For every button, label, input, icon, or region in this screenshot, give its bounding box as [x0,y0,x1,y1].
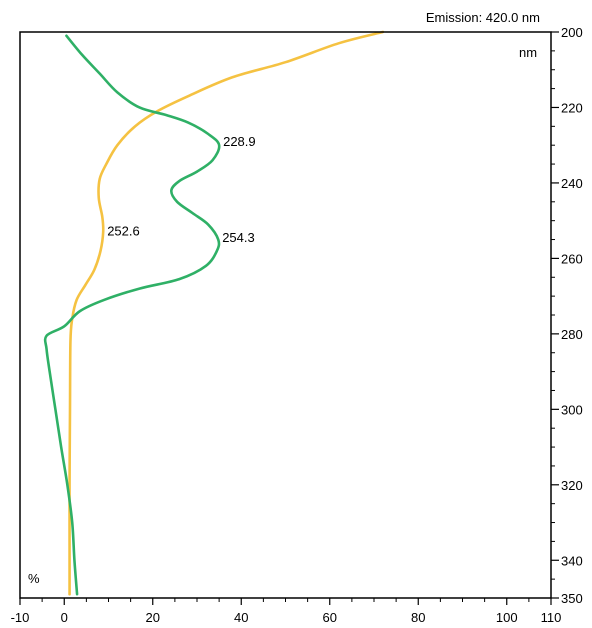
series-line-1 [68,30,385,596]
x-axis-unit-label: % [28,571,40,586]
x-tick-label: 40 [234,610,248,625]
y-tick-label: 240 [561,176,583,191]
y-tick-label: 260 [561,251,583,266]
annotation-layer: 228.9 252.6 254.3 [107,134,255,245]
y-axis-unit-label: nm [519,45,537,60]
y-tick-label: 220 [561,100,583,115]
x-tick-label: 80 [411,610,425,625]
y-tick-label: 340 [561,553,583,568]
x-tick-label: 20 [146,610,160,625]
plot-frame [19,31,552,599]
series-line-2 [43,34,221,596]
x-tick-label: 0 [61,610,68,625]
x-tick-label: 110 [541,610,562,625]
peak-label: 228.9 [223,134,256,149]
y-tick-label: 350 [561,591,583,606]
x-tick-label: 100 [496,610,518,625]
y-tick-label: 280 [561,327,583,342]
chart-title: Emission: 420.0 nm [426,10,540,25]
x-tick-label: 60 [323,610,337,625]
axes-layer: -10 0 20 40 60 80 100 110 200 220 240 260 280 300 320 3… [11,25,583,625]
y-tick-label: 320 [561,478,583,493]
series-layer [43,30,385,596]
peak-label: 254.3 [222,230,255,245]
peak-label: 252.6 [107,224,140,239]
x-tick-label: -10 [11,610,30,625]
y-tick-label: 300 [561,402,583,417]
y-tick-label: 200 [561,25,583,40]
